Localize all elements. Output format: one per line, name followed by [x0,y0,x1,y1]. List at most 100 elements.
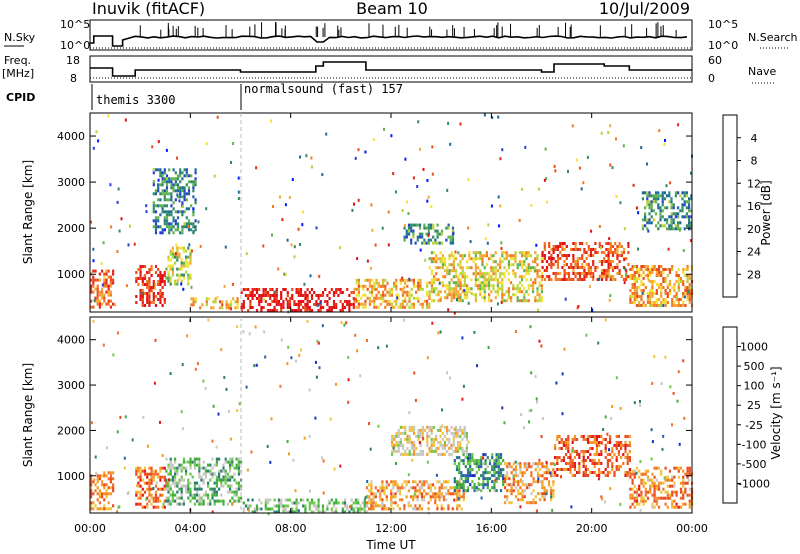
scatter-cell [372,498,375,502]
scatter-cell [154,490,158,494]
scatter-cell [640,265,643,268]
scatter-cell [146,487,149,491]
scatter-cell [157,189,160,193]
scatter-cell [684,487,687,491]
scatter-cell [157,183,160,187]
scatter-cell [154,228,158,232]
scatter-cell [407,489,410,493]
scatter-cell [578,266,582,269]
scatter-cell [552,474,555,478]
scatter-cell [655,301,658,304]
scatter-cell [275,297,278,300]
scatter-cell [226,502,229,506]
scatter-cell [236,306,239,310]
scatter-cell [452,254,455,258]
scatter-cell [497,471,500,475]
scatter-cell [439,440,442,444]
scatter-cell [432,235,435,239]
scatter-cell [291,507,294,511]
scatter-cell [137,502,140,506]
scatter-cell [677,475,680,479]
scatter-cell [651,381,654,385]
scatter-cell [445,238,448,242]
scatter-cell [646,227,649,231]
scatter-cell [179,210,182,214]
scatter-cell [501,254,504,258]
scatter-cell [606,441,609,444]
scatter-cell [103,299,106,303]
scatter-cell [456,498,459,502]
scatter-cell [350,303,353,306]
scatter-cell [490,290,493,294]
scatter-cell [179,231,182,235]
scatter-cell [236,297,239,301]
scatter-cell [187,484,190,488]
scatter-cell [565,444,568,447]
scatter-cell [146,481,149,485]
scatter-cell [638,286,641,289]
scatter-cell [441,263,444,267]
scatter-cell [237,499,240,503]
scatter-cell [512,474,515,478]
scatter-cell [675,490,678,494]
scatter-cell [657,481,661,485]
scatter-cell [455,465,459,469]
scatter-cell [459,296,462,300]
scatter-cell [433,287,436,291]
scatter-cell [253,294,256,297]
scatter-cell [483,266,486,270]
scatter-cell [418,489,421,493]
scatter-cell [471,486,474,490]
scatter-cell [488,278,491,282]
scatter-cell [500,247,503,250]
scatter-cell [611,405,614,408]
scatter-cell [415,452,418,456]
scatter-cell [321,306,325,309]
scatter-cell [90,305,93,309]
scatter-cell [455,298,458,302]
scatter-cell [640,493,643,497]
scatter-cell [211,490,214,494]
scatter-cell [407,232,411,236]
scatter-cell [623,258,626,262]
scatter-cell [651,484,654,488]
scatter-cell [617,435,620,438]
scatter-cell [550,474,553,478]
scatter-cell [536,462,540,466]
scatter-cell [137,496,140,500]
scatter-cell [592,254,595,257]
scatter-cell [505,257,508,261]
scatter-cell [293,303,296,306]
scatter-cell [141,478,144,482]
scatter-cell [179,171,182,175]
scatter-cell [543,489,546,493]
scatter-cell [620,254,623,257]
scatter-cell [205,297,208,301]
scatter-cell [218,457,221,461]
scatter-cell [192,303,195,307]
scatter-cell [451,507,454,511]
scatter-cell [532,287,535,291]
scatter-cell [425,492,428,496]
scatter-cell [524,145,527,149]
scatter-cell [467,456,470,460]
scatter-cell [189,481,192,485]
scatter-cell [604,415,607,419]
scatter-cell [170,183,173,187]
scatter-cell [653,280,656,283]
scatter-cell [415,446,418,450]
colorbar-tick-label: 100 [744,380,765,393]
scatter-cell [441,284,444,288]
scatter-cell [479,257,482,261]
scatter-cell [655,200,658,204]
scatter-cell [207,484,210,488]
scatter-cell [403,226,406,230]
freq-label-line2: [MHz] [2,67,34,80]
scatter-cell [143,274,146,278]
scatter-cell [611,269,615,272]
scatter-cell [436,504,439,508]
velocity-heatmap [90,318,694,516]
scatter-cell [549,471,552,475]
scatter-cell [174,171,177,175]
scatter-cell [473,486,476,490]
